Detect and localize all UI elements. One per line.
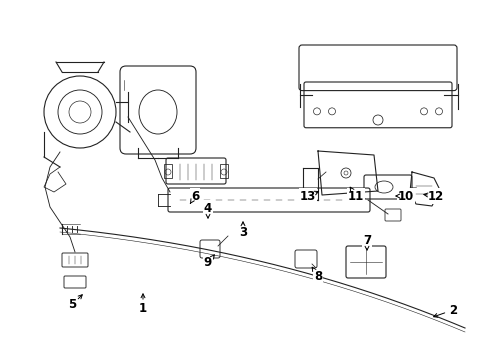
Text: 7: 7	[362, 234, 370, 247]
Text: 5: 5	[68, 298, 76, 311]
Bar	[220, 164, 227, 178]
Text: 11: 11	[347, 189, 364, 202]
Text: 10: 10	[397, 189, 413, 202]
Text: 6: 6	[190, 189, 199, 202]
Bar	[163, 164, 172, 178]
Text: 1: 1	[139, 302, 147, 315]
Text: 3: 3	[239, 226, 246, 239]
Text: 13: 13	[299, 189, 315, 202]
Text: 2: 2	[448, 303, 456, 316]
Text: 4: 4	[203, 202, 212, 215]
Text: 12: 12	[427, 189, 443, 202]
Text: 9: 9	[203, 256, 212, 270]
Text: 8: 8	[313, 270, 322, 283]
